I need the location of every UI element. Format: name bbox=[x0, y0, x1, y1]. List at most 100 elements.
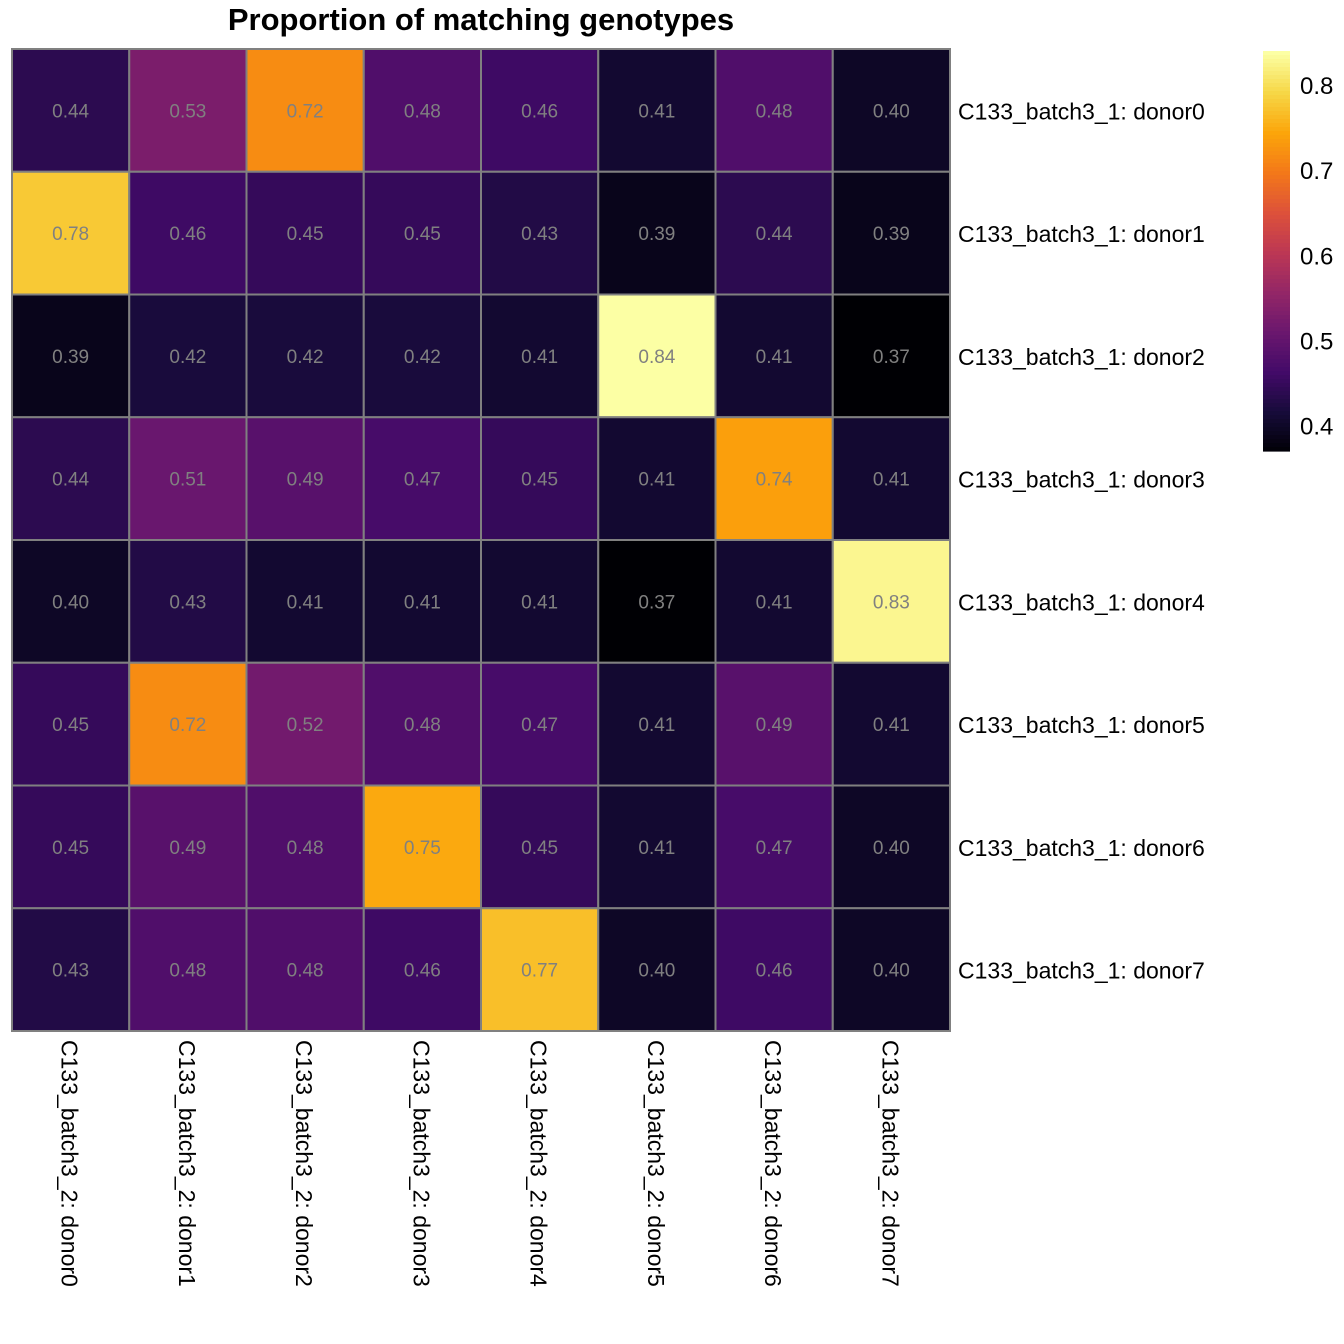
heatmap-cell bbox=[128, 784, 248, 910]
colorbar-segment bbox=[1263, 447, 1290, 452]
cell-value-label: 0.47 bbox=[756, 838, 793, 859]
heatmap-cell bbox=[245, 48, 365, 173]
heatmap-cell bbox=[714, 416, 834, 541]
colorbar-segment bbox=[1263, 155, 1290, 160]
colorbar-tick-label: 0.5 bbox=[1300, 328, 1333, 355]
cell-value-label: 0.47 bbox=[521, 715, 558, 736]
colorbar-segment bbox=[1263, 435, 1290, 440]
row-label: C133_batch3_1: donor6 bbox=[958, 835, 1205, 861]
colorbar-segment bbox=[1263, 151, 1290, 156]
colorbar-tick-label: 0.4 bbox=[1300, 413, 1333, 440]
colorbar-segment bbox=[1263, 79, 1290, 84]
cell-value-label: 0.41 bbox=[638, 838, 675, 859]
colorbar-segment bbox=[1263, 143, 1290, 148]
colorbar-segment bbox=[1263, 391, 1290, 396]
cell-value-label: 0.41 bbox=[521, 347, 558, 368]
cell-value-label: 0.51 bbox=[169, 470, 206, 491]
colorbar-segment bbox=[1263, 215, 1290, 220]
colorbar-segment bbox=[1263, 383, 1290, 388]
heatmap-cell bbox=[714, 784, 834, 910]
cell-value-label: 0.45 bbox=[404, 224, 441, 245]
colorbar-segment bbox=[1263, 419, 1290, 424]
heatmap-cell bbox=[362, 661, 482, 787]
heatmap-cell bbox=[245, 661, 365, 787]
cell-value-label: 0.37 bbox=[638, 592, 675, 613]
colorbar-segment bbox=[1263, 91, 1290, 96]
colorbar-segment bbox=[1263, 311, 1290, 316]
cell-value-label: 0.44 bbox=[52, 101, 89, 122]
colorbar-segment bbox=[1263, 59, 1290, 64]
cell-value-label: 0.48 bbox=[287, 961, 324, 982]
colorbar-segment bbox=[1263, 231, 1290, 236]
column-label: C133_batch3_2: donor4 bbox=[526, 1040, 552, 1287]
colorbar-tick-label: 0.8 bbox=[1300, 73, 1333, 100]
cell-value-label: 0.84 bbox=[638, 347, 675, 368]
heatmap-cell bbox=[480, 416, 600, 541]
heatmap-cell bbox=[597, 170, 717, 296]
colorbar-segment bbox=[1263, 163, 1290, 168]
colorbar-segment bbox=[1263, 219, 1290, 224]
colorbar-segment bbox=[1263, 67, 1290, 72]
cell-value-label: 0.45 bbox=[521, 838, 558, 859]
row-label: C133_batch3_1: donor2 bbox=[958, 344, 1205, 370]
cell-value-label: 0.83 bbox=[873, 592, 910, 613]
colorbar-segment bbox=[1263, 323, 1290, 328]
colorbar-segment bbox=[1263, 355, 1290, 360]
colorbar-segment bbox=[1263, 303, 1290, 308]
cell-value-label: 0.39 bbox=[52, 347, 89, 368]
cell-value-label: 0.41 bbox=[756, 347, 793, 368]
cell-value-label: 0.41 bbox=[873, 715, 910, 736]
heatmap-cell bbox=[714, 539, 834, 664]
cell-value-label: 0.53 bbox=[169, 101, 206, 122]
heatmap-cell bbox=[714, 293, 834, 419]
heatmap-cell bbox=[245, 907, 365, 1032]
colorbar-segment bbox=[1263, 51, 1290, 56]
colorbar-segment bbox=[1263, 279, 1290, 284]
colorbar-segment bbox=[1263, 255, 1290, 260]
cell-value-label: 0.49 bbox=[287, 470, 324, 491]
cell-value-label: 0.41 bbox=[638, 715, 675, 736]
colorbar-segment bbox=[1263, 127, 1290, 132]
colorbar-segment bbox=[1263, 395, 1290, 400]
colorbar-segment bbox=[1263, 119, 1290, 124]
colorbar-segment bbox=[1263, 95, 1290, 100]
cell-value-label: 0.41 bbox=[521, 592, 558, 613]
colorbar-segment bbox=[1263, 99, 1290, 104]
colorbar-segment bbox=[1263, 387, 1290, 392]
heatmap-cell bbox=[714, 170, 834, 296]
row-label: C133_batch3_1: donor7 bbox=[958, 958, 1205, 984]
heatmap-cell bbox=[597, 784, 717, 910]
row-label: C133_batch3_1: donor1 bbox=[958, 221, 1205, 247]
colorbar-segment bbox=[1263, 307, 1290, 312]
colorbar-segment bbox=[1263, 415, 1290, 420]
colorbar-segment bbox=[1263, 115, 1290, 120]
colorbar-segment bbox=[1263, 131, 1290, 136]
cell-value-label: 0.41 bbox=[638, 101, 675, 122]
colorbar-segment bbox=[1263, 399, 1290, 404]
colorbar-segment bbox=[1263, 63, 1290, 68]
heatmap-cell bbox=[362, 784, 482, 910]
colorbar-segment bbox=[1263, 351, 1290, 356]
colorbar-segment bbox=[1263, 107, 1290, 112]
colorbar-segment bbox=[1263, 315, 1290, 320]
colorbar-segment bbox=[1263, 319, 1290, 324]
heatmap-cell bbox=[597, 293, 717, 419]
colorbar-segment bbox=[1263, 147, 1290, 152]
colorbar-segment bbox=[1263, 343, 1290, 348]
cell-value-label: 0.48 bbox=[404, 715, 441, 736]
heatmap-cell bbox=[245, 293, 365, 419]
heatmap-cell bbox=[128, 907, 248, 1032]
heatmap-cell bbox=[11, 293, 131, 419]
column-label: C133_batch3_2: donor0 bbox=[57, 1040, 83, 1287]
colorbar-segment bbox=[1263, 135, 1290, 140]
colorbar-segment bbox=[1263, 175, 1290, 180]
colorbar-segment bbox=[1263, 71, 1290, 76]
colorbar-segment bbox=[1263, 187, 1290, 192]
colorbar-segment bbox=[1263, 299, 1290, 304]
colorbar-segment bbox=[1263, 247, 1290, 252]
heatmap-cell bbox=[714, 907, 834, 1032]
colorbar-segment bbox=[1263, 251, 1290, 256]
heatmap-cell bbox=[362, 293, 482, 419]
colorbar-segment bbox=[1263, 207, 1290, 212]
cell-value-label: 0.40 bbox=[873, 961, 910, 982]
